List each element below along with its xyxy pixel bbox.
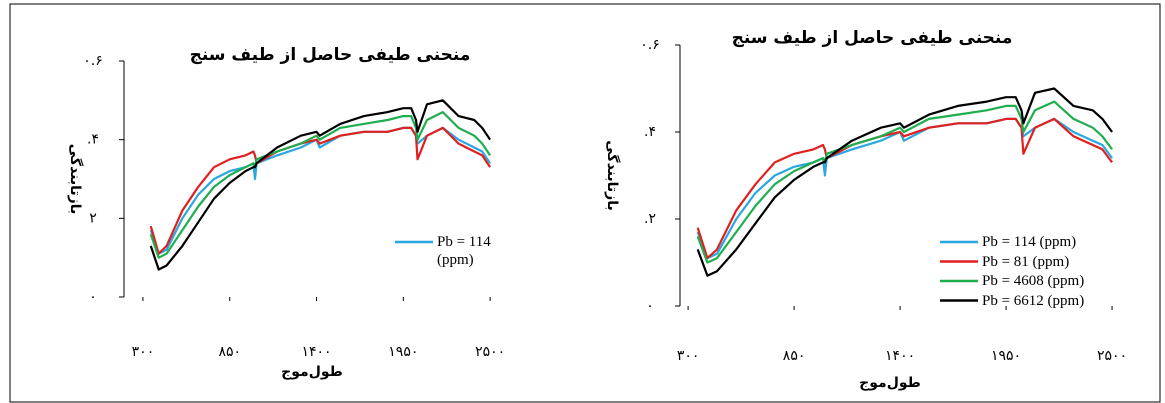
x-tick-label: ۸۵۰ [218,344,241,360]
x-tick-label: ۲۵۰۰ [1097,348,1127,364]
y-tick-label: ۰ [646,298,654,314]
x-tick-label: ۱۹۵۰ [991,348,1021,364]
x-tick-label: ۳۰۰ [132,344,155,360]
legend-label: Pb = 81 (ppm) [982,253,1070,270]
y-tick-label: ۰.۶ [640,37,660,53]
series-line [696,87,1113,277]
x-tick-label: ۱۹۵۰ [388,344,418,360]
y-axis-label: بازتابندگی [604,140,621,210]
series-line [149,111,492,259]
legend-label: Pb = 6612 (ppm) [982,292,1085,309]
y-tick-label: ۰ [89,289,97,305]
y-axis-label: بازتابندگی [67,144,84,214]
series-line [149,99,492,271]
x-tick-label: ۳۰۰ [677,348,700,364]
series-line [696,117,1113,260]
y-tick-label: ۰.۶ [83,53,103,69]
y-tick-label: .۴ [87,132,99,148]
chart-title: منحنی طیفی حاصل از طیف سنج [190,45,471,65]
y-tick-label: ۲ [89,210,97,226]
x-tick-label: ۱۴۰۰ [301,344,331,360]
series-line [149,126,492,255]
legend-label: Pb = 4608 (ppm) [982,273,1085,289]
y-tick-label: .۴ [644,124,656,140]
legend-label: Pb = 114 (ppm) [982,234,1077,250]
frame [9,3,1161,403]
x-tick-label: ۱۴۰۰ [885,348,915,364]
x-tick-label: ۲۵۰۰ [475,344,505,360]
chart-title: منحنی طیفی حاصل از طیف سنج [732,28,1013,48]
x-axis-label: طول‌موج [859,375,921,391]
x-tick-label: ۸۵۰ [783,348,806,364]
x-axis-label: طول‌موج [281,364,343,380]
legend-label: Pb = 114 (ppm) [437,234,491,268]
series-line [696,100,1113,264]
y-tick-label: .۲ [644,211,656,227]
